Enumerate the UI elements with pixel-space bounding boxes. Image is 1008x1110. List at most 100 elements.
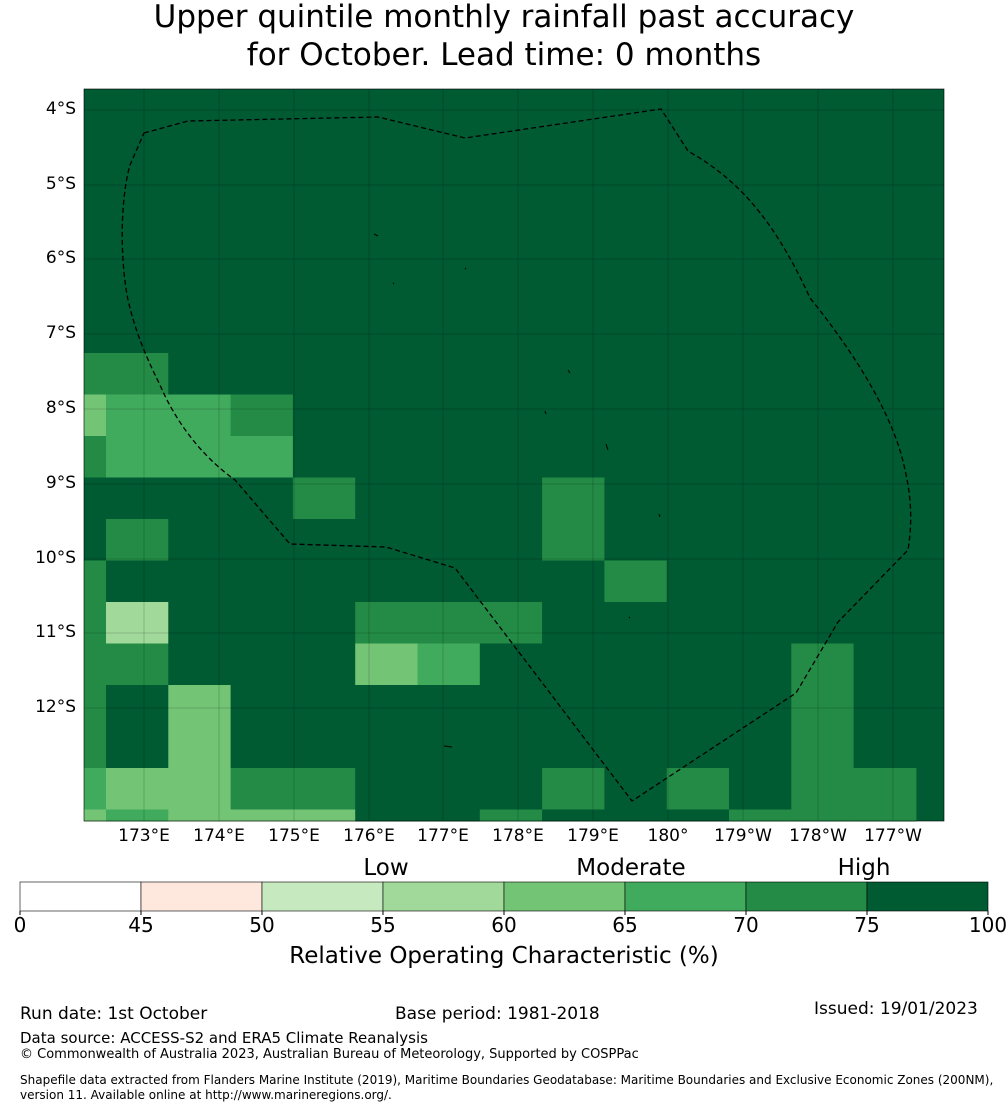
roc-cell <box>666 145 730 188</box>
roc-cell <box>604 436 668 478</box>
roc-cell <box>292 560 356 603</box>
roc-cell <box>84 228 107 271</box>
roc-cell <box>791 809 855 822</box>
roc-cell <box>292 270 356 312</box>
roc-cell <box>729 477 792 520</box>
roc-cell <box>355 311 418 354</box>
roc-cell <box>853 643 917 686</box>
roc-cell <box>106 187 169 229</box>
roc-cell <box>542 187 605 229</box>
map-frame <box>83 88 945 822</box>
roc-cell <box>417 145 481 188</box>
roc-cell <box>292 104 356 146</box>
colorbar-segment <box>503 881 626 912</box>
roc-cell <box>853 436 917 478</box>
roc-cell <box>230 228 294 271</box>
roc-cell <box>666 104 730 146</box>
roc-cell <box>292 643 356 686</box>
roc-cell <box>666 560 730 603</box>
roc-cell <box>604 643 668 686</box>
roc-cell <box>230 519 294 561</box>
roc-cell <box>355 477 418 520</box>
shapefile-credit-2: version 11. Available online at http://w… <box>20 1088 392 1102</box>
roc-cell <box>479 809 543 822</box>
roc-cell <box>106 436 169 478</box>
roc-cell <box>791 394 855 437</box>
roc-cell <box>230 560 294 603</box>
colorbar-tick-label: 65 <box>612 913 638 937</box>
roc-cell <box>542 353 605 395</box>
longitude-label: 174°E <box>193 826 245 846</box>
roc-cell <box>542 270 605 312</box>
roc-cell <box>84 477 107 520</box>
roc-cell <box>106 145 169 188</box>
roc-cell <box>106 560 169 603</box>
roc-cell <box>84 394 107 437</box>
roc-cell <box>84 768 107 810</box>
roc-cell <box>729 602 792 644</box>
roc-cell <box>106 311 169 354</box>
roc-cell <box>791 560 855 603</box>
roc-cell <box>853 768 917 810</box>
roc-cell <box>168 353 232 395</box>
roc-cell <box>168 104 232 146</box>
roc-cell <box>791 145 855 188</box>
roc-cell <box>479 602 543 644</box>
roc-cell <box>666 685 730 727</box>
roc-cell <box>604 768 668 810</box>
roc-cell <box>417 228 481 271</box>
roc-cell <box>729 104 792 146</box>
roc-cell <box>417 519 481 561</box>
latitude-label: 10°S <box>35 548 76 568</box>
roc-cell <box>168 726 232 769</box>
roc-cell <box>479 145 543 188</box>
roc-cell <box>791 187 855 229</box>
roc-cell <box>791 436 855 478</box>
roc-cell <box>853 726 917 769</box>
colorbar-segment <box>745 881 868 912</box>
roc-cell <box>729 685 792 727</box>
roc-cell <box>84 145 107 188</box>
roc-cell <box>604 187 668 229</box>
roc-cell <box>479 560 543 603</box>
longitude-label: 179°W <box>714 826 772 846</box>
roc-cell <box>791 726 855 769</box>
roc-cell <box>292 726 356 769</box>
roc-cell <box>417 270 481 312</box>
roc-cell <box>542 436 605 478</box>
latitude-label: 5°S <box>45 174 76 194</box>
roc-cell <box>729 228 792 271</box>
roc-cell <box>106 685 169 727</box>
roc-cell <box>853 477 917 520</box>
roc-cell <box>542 726 605 769</box>
graticule <box>84 89 944 821</box>
latitude-label: 8°S <box>45 398 76 418</box>
roc-cell <box>106 726 169 769</box>
roc-cell <box>853 353 917 395</box>
roc-cell <box>292 145 356 188</box>
colorbar <box>19 881 989 915</box>
roc-cell <box>417 477 481 520</box>
roc-cell <box>84 726 107 769</box>
roc-cell <box>729 311 792 354</box>
roc-cell <box>479 394 543 437</box>
roc-cell <box>417 353 481 395</box>
roc-cell <box>230 685 294 727</box>
eez-boundary <box>121 108 912 802</box>
roc-cell <box>666 602 730 644</box>
roc-cell <box>542 228 605 271</box>
roc-cell <box>479 643 543 686</box>
roc-cell <box>666 436 730 478</box>
roc-cell <box>417 643 481 686</box>
roc-cell <box>84 685 107 727</box>
longitude-label: 173°E <box>118 826 170 846</box>
roc-cell <box>292 768 356 810</box>
base-period: Base period: 1981-2018 <box>395 1004 600 1024</box>
roc-cell <box>479 104 543 146</box>
colorbar-segment <box>19 881 142 912</box>
roc-cell <box>853 685 917 727</box>
roc-cell <box>355 560 418 603</box>
roc-cell <box>666 270 730 312</box>
roc-cell <box>168 187 232 229</box>
